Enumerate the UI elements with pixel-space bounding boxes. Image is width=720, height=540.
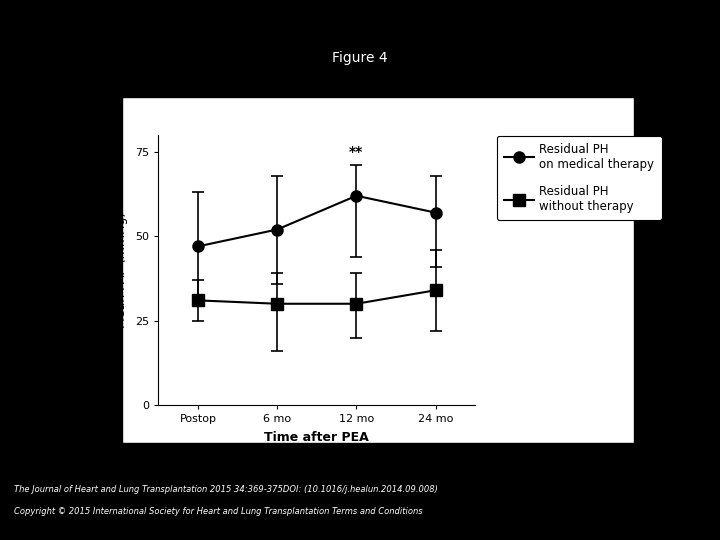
Text: Figure 4: Figure 4: [332, 51, 388, 65]
Legend: Residual PH
on medical therapy, Residual PH
without therapy: Residual PH on medical therapy, Residual…: [497, 136, 662, 220]
Text: Copyright © 2015 International Society for Heart and Lung Transplantation Terms : Copyright © 2015 International Society f…: [14, 507, 423, 516]
Y-axis label: Mean PAP (mmHg): Mean PAP (mmHg): [115, 212, 128, 328]
X-axis label: Time after PEA: Time after PEA: [264, 431, 369, 444]
Text: **: **: [349, 145, 364, 159]
Text: The Journal of Heart and Lung Transplantation 2015 34:369-375DOI: (10.1016/j.hea: The Journal of Heart and Lung Transplant…: [14, 485, 438, 494]
